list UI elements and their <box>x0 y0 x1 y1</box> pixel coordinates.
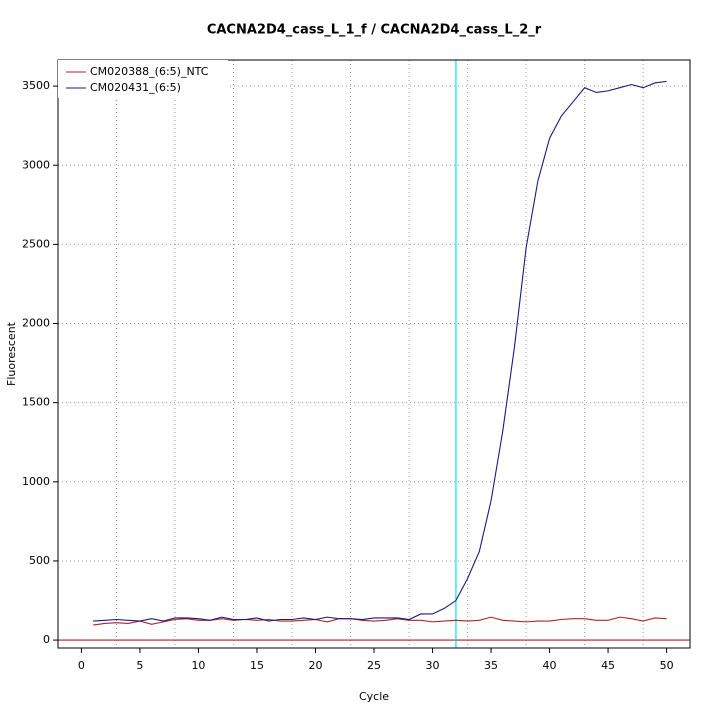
x-tick-label: 35 <box>484 659 498 672</box>
y-axis-label: Fluorescent <box>5 321 18 386</box>
x-tick-label: 0 <box>78 659 85 672</box>
x-tick-label: 50 <box>660 659 674 672</box>
y-tick-label: 1500 <box>22 396 50 409</box>
y-tick-label: 3500 <box>22 79 50 92</box>
series-line <box>93 616 667 626</box>
x-axis-label: Cycle <box>359 690 389 703</box>
chart-title: CACNA2D4_cass_L_1_f / CACNA2D4_cass_L_2_… <box>207 23 542 38</box>
y-tick-label: 3000 <box>22 158 50 171</box>
y-tick-label: 2500 <box>22 237 50 250</box>
series-line <box>93 80 667 622</box>
y-tick-label: 0 <box>43 633 50 646</box>
y-tick-label: 500 <box>29 554 50 567</box>
y-tick-label: 1000 <box>22 475 50 488</box>
legend-label: CM020388_(6:5)_NTC <box>90 65 209 78</box>
plot-frame <box>57 59 691 649</box>
x-tick-label: 25 <box>367 659 381 672</box>
x-tick-label: 30 <box>426 659 440 672</box>
legend-box <box>58 60 228 98</box>
legend-label: CM020431_(6:5) <box>90 81 181 94</box>
x-tick-label: 5 <box>136 659 143 672</box>
x-tick-label: 20 <box>308 659 322 672</box>
x-tick-label: 40 <box>543 659 557 672</box>
x-tick-label: 15 <box>250 659 264 672</box>
x-tick-label: 45 <box>601 659 615 672</box>
x-tick-label: 10 <box>191 659 205 672</box>
y-tick-label: 2000 <box>22 317 50 330</box>
